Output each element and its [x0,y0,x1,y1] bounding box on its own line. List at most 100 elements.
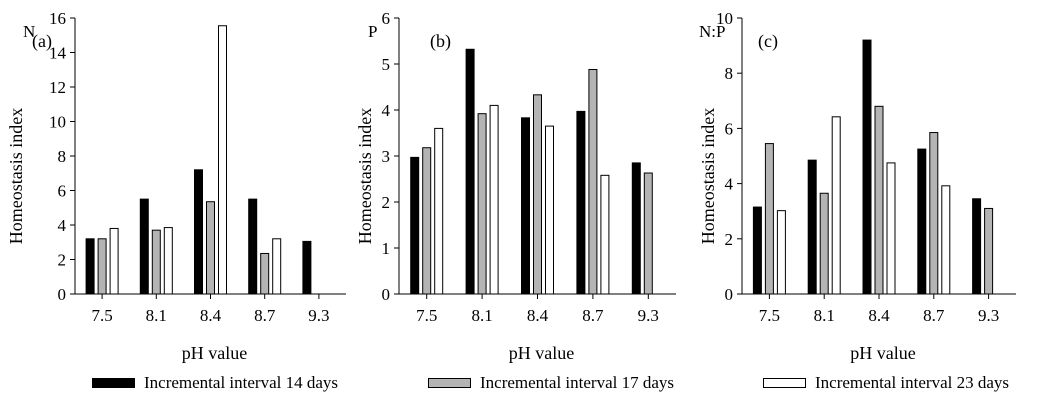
bar [533,94,542,295]
bar [764,143,774,295]
bar [272,238,282,295]
element-label: N:P [699,22,725,41]
x-tick-label: 8.1 [471,306,492,325]
y-tick-label: 5 [382,55,391,74]
x-tick-label: 7.5 [91,306,112,325]
bar [85,238,95,295]
y-axis-title: Homeostasis index [355,108,375,245]
bar [260,252,270,295]
y-tick-label: 2 [382,193,391,212]
y-tick-label: 3 [382,147,391,166]
legend-swatch-14-days [92,378,135,388]
bar [302,240,312,295]
bar [151,229,161,295]
bar [521,117,530,295]
y-tick-label: 6 [58,182,67,201]
x-tick-label: 8.1 [814,306,835,325]
y-tick-label: 1 [382,239,391,258]
bar [109,227,119,295]
y-tick-label: 6 [725,119,734,138]
y-tick-label: 8 [58,147,67,166]
bar [545,125,554,295]
legend-item-17-days: Incremental interval 17 days [428,374,674,392]
panel-label: (c) [758,31,778,52]
x-axis-title: pH value [509,343,574,363]
x-tick-label: 9.3 [308,306,329,325]
bar [984,207,994,295]
bar [194,169,203,295]
bar [588,69,598,295]
bar [600,174,610,295]
legend-label-14-days: Incremental interval 14 days [144,373,339,392]
y-tick-label: 16 [49,9,66,28]
element-label: P [368,22,377,41]
bar [807,159,817,295]
y-tick-label: 6 [382,9,391,28]
x-tick-label: 8.4 [200,306,222,325]
y-tick-label: 8 [725,64,734,83]
bar [465,48,475,295]
x-tick-label: 9.3 [638,306,659,325]
x-tick-label: 8.1 [146,306,167,325]
x-tick-label: 8.4 [527,306,549,325]
bar [752,206,762,295]
panel-label: (a) [32,31,52,52]
y-tick-label: 12 [49,78,66,97]
legend-item-14-days: Incremental interval 14 days [92,374,338,392]
bar [631,162,641,295]
y-tick-label: 2 [725,230,734,249]
bar [862,39,872,295]
legend-item-23-days: Incremental interval 23 days [763,374,1009,392]
bar [917,148,927,295]
bar [410,156,420,295]
y-tick-label: 4 [725,175,734,194]
bar [819,192,829,295]
y-tick-label: 0 [382,285,391,304]
y-tick-label: 10 [49,113,66,132]
bar [434,127,444,295]
bar [489,104,499,295]
bar [139,198,149,295]
y-tick-label: 4 [382,101,391,120]
bar [248,198,258,295]
y-tick-label: 10 [716,9,733,28]
y-tick-label: 2 [58,251,67,270]
legend-swatch-23-days [763,378,806,388]
bar [972,198,982,295]
bar [218,25,227,295]
x-tick-label: 8.7 [923,306,945,325]
bar [941,185,951,295]
x-tick-label: 8.7 [582,306,604,325]
x-tick-label: 7.5 [416,306,437,325]
x-axis-title: pH value [850,343,915,363]
bar [422,147,432,295]
element-label: N [23,22,35,41]
x-axis-title: pH value [182,343,247,363]
bar [97,238,107,295]
bar [163,227,173,295]
bar [576,110,586,295]
bar [643,172,653,295]
y-tick-label: 4 [58,216,67,235]
x-tick-label: 8.7 [254,306,276,325]
panel-label: (b) [430,31,451,52]
legend-label-17-days: Incremental interval 17 days [480,373,675,392]
y-tick-label: 0 [725,285,734,304]
bar [874,105,884,295]
bar [776,210,786,295]
bar [831,116,841,295]
y-axis-title: Homeostasis index [698,108,718,245]
y-tick-label: 14 [49,44,67,63]
bar [206,201,215,295]
x-tick-label: 8.4 [868,306,890,325]
bar [886,162,896,295]
x-tick-label: 7.5 [759,306,780,325]
y-tick-label: 0 [58,285,67,304]
bar [477,113,487,295]
x-tick-label: 9.3 [978,306,999,325]
legend-swatch-17-days [428,378,471,388]
y-axis-title: Homeostasis index [6,108,26,245]
bar [929,132,939,295]
legend-label-23-days: Incremental interval 23 days [815,373,1010,392]
